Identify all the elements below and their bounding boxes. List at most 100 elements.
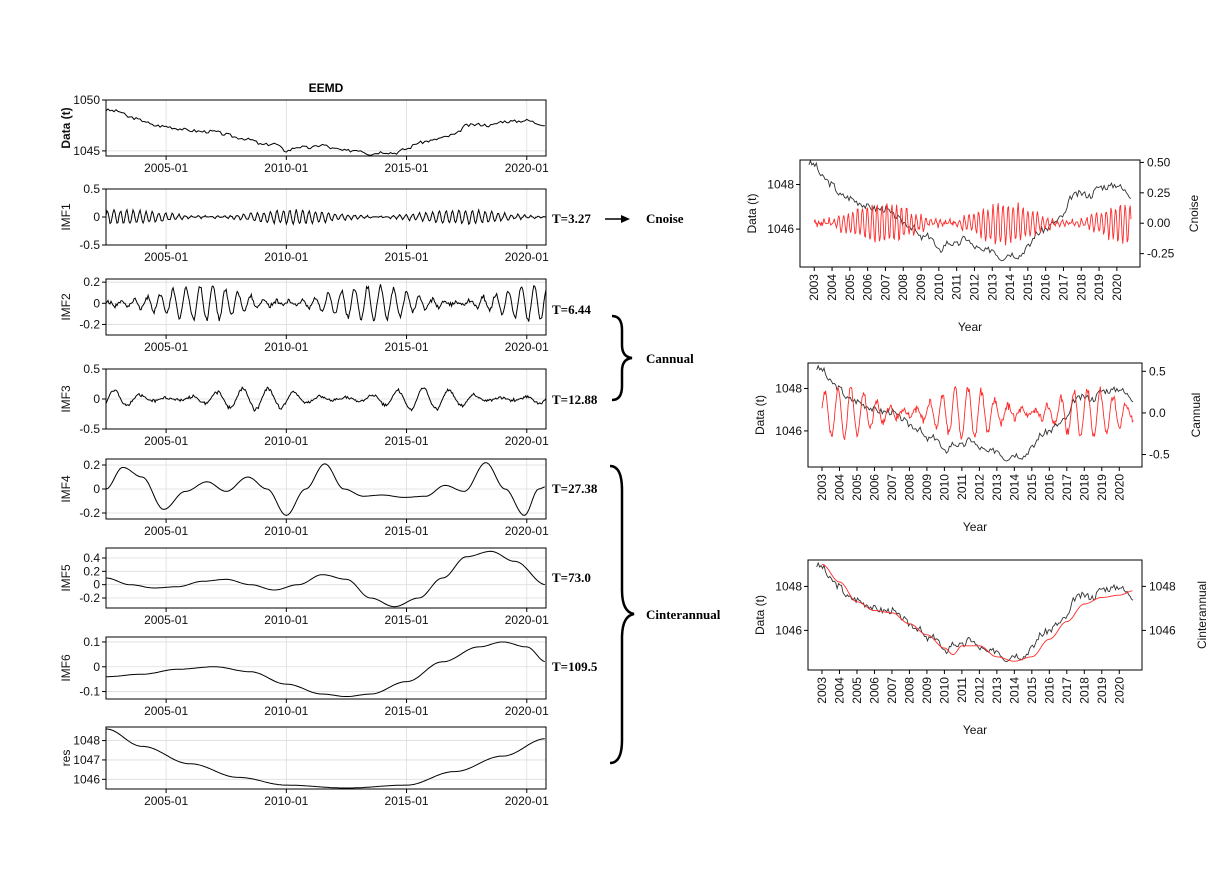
- y2-tick-label: 1048: [1149, 579, 1176, 593]
- series-line-res: [105, 728, 545, 789]
- y-tick-label: 0: [93, 392, 100, 406]
- panel-imf2: 2005-01 2010-01 2015-01 2020-01 -0.2 0 0.2 IMF2: [59, 275, 549, 354]
- series-line-imf3: [105, 386, 547, 412]
- x-tick-label: 2015-01: [385, 794, 429, 808]
- panel-background: [800, 160, 1140, 267]
- y-tick-label: 0.5: [83, 182, 100, 196]
- x-tick-label: 2009: [920, 677, 934, 704]
- x-tick-label: 2015: [1025, 677, 1039, 704]
- x-tick-label: 2003: [815, 474, 829, 501]
- x-tick-label: 2010: [937, 474, 951, 501]
- x-axis-label: Year: [963, 520, 987, 534]
- y2-tick-label: 0.00: [1147, 216, 1171, 230]
- panel-frame: [807, 559, 1143, 671]
- y2-axis-label: Cinterannual: [1195, 581, 1209, 649]
- x-axis-label: Year: [958, 320, 982, 334]
- panel-background: [808, 363, 1142, 467]
- x-tick-label: 2020-01: [505, 161, 549, 175]
- x-tick-label: 2020: [1110, 274, 1124, 301]
- y-tick-label: 0.2: [83, 275, 100, 289]
- y-tick-label: -0.2: [79, 591, 100, 605]
- y-axis-label: res: [59, 750, 73, 767]
- y2-tick-label: 0.0: [1149, 406, 1166, 420]
- x-tick-label: 2015-01: [385, 434, 429, 448]
- x-tick-label: 2014: [1007, 474, 1021, 501]
- x-tick-label: 2018: [1077, 474, 1091, 501]
- x-tick-label: 2015-01: [385, 524, 429, 538]
- x-tick-label: 2015: [1025, 474, 1039, 501]
- y2-tick-label: 0.5: [1149, 364, 1166, 378]
- y-axis-label: Data (t): [753, 395, 767, 435]
- panel-background: [106, 279, 546, 335]
- x-tick-label: 2009: [920, 474, 934, 501]
- x-tick-label: 2017: [1060, 474, 1074, 501]
- y-tick-label: 0.1: [83, 635, 100, 649]
- x-tick-label: 2004: [832, 677, 846, 704]
- x-tick-label: 2005-01: [144, 250, 188, 264]
- x-tick-label: 2007: [878, 274, 892, 301]
- y-tick-label: 1047: [73, 753, 100, 767]
- y-axis-label: Data (t): [745, 193, 759, 233]
- imf3-period-label: T=12.88: [552, 392, 598, 407]
- y2-tick-label: -0.5: [1149, 448, 1170, 462]
- y-axis-label: Data (t): [59, 107, 73, 148]
- x-tick-label: 2020-01: [505, 613, 549, 627]
- x-tick-label: 2008: [896, 274, 910, 301]
- x-tick-label: 2015: [1021, 274, 1035, 301]
- x-tick-label: 2017: [1056, 274, 1070, 301]
- y-tick-label: -0.2: [79, 317, 100, 331]
- y-tick-label: 0: [93, 660, 100, 674]
- panel-frame: [105, 636, 547, 700]
- panel-frame: [105, 458, 547, 520]
- panel-imf5: 2005-01 2010-01 2015-01 2020-01 -0.200.20.4 I…: [59, 547, 549, 627]
- x-tick-label: 2010-01: [264, 613, 308, 627]
- x-tick-label: 2005-01: [144, 161, 188, 175]
- x-tick-label: 2015-01: [385, 161, 429, 175]
- series-line-data: [816, 364, 1134, 462]
- figure-title: EEMD: [309, 81, 344, 95]
- x-tick-label: 2010-01: [264, 524, 308, 538]
- y-axis-label: IMF2: [59, 293, 73, 321]
- x-tick-label: 2020-01: [505, 704, 549, 718]
- cinterannual-label: Cinterannual: [646, 607, 721, 622]
- panel-background: [106, 548, 546, 608]
- x-tick-label: 2017: [1060, 677, 1074, 704]
- y-tick-label: 0.2: [83, 564, 100, 578]
- cannual-label: Cannual: [646, 351, 694, 366]
- x-tick-label: 2011: [950, 274, 964, 300]
- x-tick-label: 2004: [832, 474, 846, 501]
- x-tick-label: 2012: [967, 274, 981, 301]
- x-tick-label: 2007: [885, 677, 899, 704]
- y-tick-label: 1048: [767, 178, 794, 192]
- x-tick-label: 2015-01: [385, 613, 429, 627]
- cannual-brace: [611, 314, 633, 402]
- x-tick-label: 2008: [902, 677, 916, 704]
- x-tick-label: 2005: [850, 677, 864, 704]
- panel-right-cnoise: 2003 2004 2005 2006 2007 2008 2009 2010 2011 2012…: [745, 155, 1201, 334]
- panel-frame: [807, 362, 1143, 468]
- series-line-imf1: [105, 208, 546, 226]
- x-tick-label: 2019: [1095, 677, 1109, 704]
- panel-background: [808, 560, 1142, 670]
- x-tick-label: 2005-01: [144, 794, 188, 808]
- panel-right-cinterannual: 2003 2004 2005 2006 2007 2008 2009 2010 2011 2012…: [753, 559, 1209, 737]
- x-tick-label: 2020-01: [505, 794, 549, 808]
- imf4-period-label: T=27.38: [552, 481, 598, 496]
- y-tick-label: 0.4: [83, 551, 100, 565]
- x-tick-label: 2010-01: [264, 704, 308, 718]
- x-tick-label: 2019: [1095, 474, 1109, 501]
- x-tick-label: 2003: [807, 274, 821, 301]
- panel-imf6: 2005-01 2010-01 2015-01 2020-01 -0.1 0 0.1 IMF6: [59, 635, 549, 718]
- y2-axis-label: Cnoise: [1187, 195, 1201, 233]
- x-tick-label: 2010-01: [264, 794, 308, 808]
- imf6-period-label: T=109.5: [552, 659, 598, 674]
- y-tick-label: 1046: [767, 222, 794, 236]
- x-tick-label: 2013: [985, 274, 999, 301]
- x-tick-label: 2011: [955, 474, 969, 500]
- series-line-data: [808, 159, 1132, 262]
- y-tick-label: 0.2: [83, 458, 100, 472]
- x-tick-label: 2020-01: [505, 434, 549, 448]
- series-line-cnoise: [813, 202, 1132, 246]
- x-tick-label: 2005: [843, 274, 857, 301]
- y2-tick-label: 0.50: [1147, 155, 1171, 169]
